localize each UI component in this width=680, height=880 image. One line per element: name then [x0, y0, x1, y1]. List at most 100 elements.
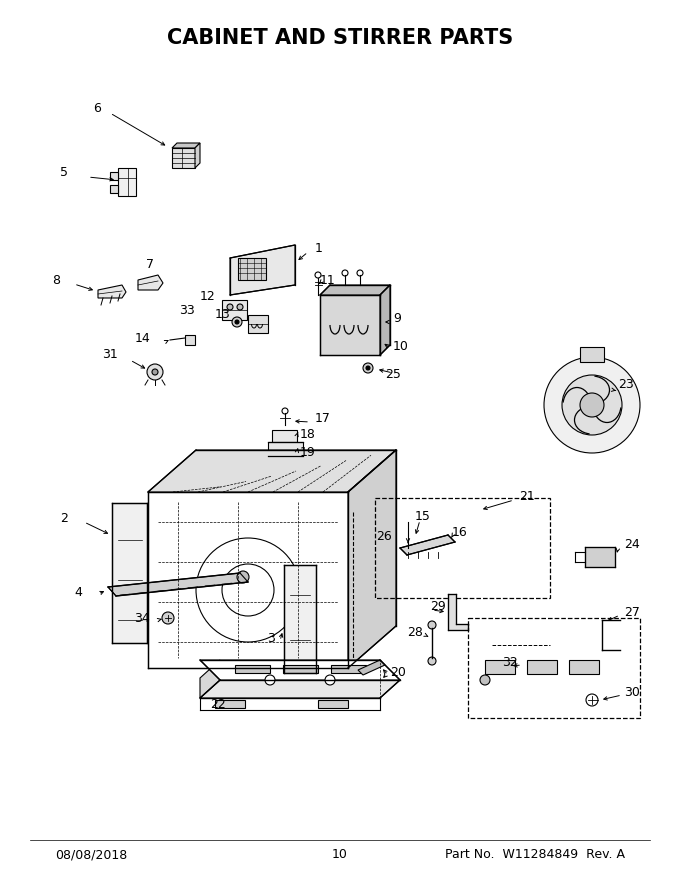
Bar [110, 185, 118, 193]
Text: 13: 13 [214, 309, 230, 321]
Bar [235, 665, 270, 673]
Bar [331, 665, 366, 673]
Polygon shape [400, 535, 455, 555]
Text: 27: 27 [624, 605, 640, 619]
Circle shape [147, 364, 163, 380]
Polygon shape [108, 573, 248, 596]
Text: 12: 12 [199, 290, 215, 303]
Circle shape [227, 304, 233, 310]
Circle shape [366, 366, 370, 370]
Circle shape [237, 571, 249, 583]
Text: 15: 15 [415, 510, 431, 524]
Polygon shape [98, 285, 126, 298]
Text: 34: 34 [134, 612, 150, 625]
Circle shape [544, 357, 640, 453]
Bar [318, 700, 348, 708]
Bar [238, 258, 266, 280]
Text: 26: 26 [376, 531, 392, 544]
Text: 29: 29 [430, 600, 446, 613]
Bar [569, 660, 599, 674]
Circle shape [235, 320, 239, 324]
Polygon shape [348, 450, 396, 668]
Bar [215, 700, 245, 708]
Bar [468, 618, 640, 718]
Bar [284, 565, 316, 673]
Polygon shape [320, 285, 390, 295]
Polygon shape [200, 660, 220, 698]
Text: 8: 8 [52, 274, 60, 287]
Circle shape [162, 612, 174, 624]
Text: 16: 16 [452, 526, 468, 539]
Polygon shape [148, 492, 348, 668]
Text: 4: 4 [74, 586, 82, 599]
Polygon shape [138, 275, 163, 290]
Text: 32: 32 [503, 656, 518, 670]
Text: 6: 6 [93, 101, 101, 114]
Bar [485, 660, 515, 674]
Polygon shape [200, 660, 400, 680]
Text: 21: 21 [519, 489, 534, 502]
Bar [283, 665, 318, 673]
Bar [185, 335, 195, 345]
Polygon shape [200, 680, 400, 698]
Bar [375, 498, 550, 598]
Text: 20: 20 [390, 665, 406, 678]
Text: 28: 28 [407, 626, 423, 639]
Text: 2: 2 [60, 512, 68, 525]
Text: 10: 10 [393, 341, 409, 354]
Text: 19: 19 [300, 446, 316, 459]
Circle shape [357, 270, 363, 276]
Polygon shape [195, 143, 200, 168]
Text: 9: 9 [393, 312, 401, 326]
Circle shape [152, 369, 158, 375]
Circle shape [237, 304, 243, 310]
Circle shape [265, 675, 275, 685]
Circle shape [586, 694, 598, 706]
Polygon shape [320, 295, 380, 355]
Text: 1: 1 [315, 241, 323, 254]
Bar [527, 660, 557, 674]
Circle shape [232, 317, 242, 327]
Bar [222, 300, 247, 320]
Text: 30: 30 [624, 686, 640, 699]
Circle shape [222, 564, 274, 616]
Text: 24: 24 [624, 539, 640, 552]
Circle shape [562, 375, 622, 435]
Text: 17: 17 [315, 412, 331, 424]
Circle shape [363, 363, 373, 373]
Bar [112, 503, 147, 643]
Text: 25: 25 [385, 369, 401, 382]
Polygon shape [380, 285, 390, 355]
Text: 08/08/2018: 08/08/2018 [55, 848, 127, 862]
Text: 22: 22 [210, 699, 226, 712]
Text: 3: 3 [267, 632, 275, 644]
Circle shape [428, 657, 436, 665]
Circle shape [580, 393, 604, 417]
Circle shape [196, 538, 300, 642]
Circle shape [480, 675, 490, 685]
Polygon shape [230, 245, 295, 295]
Bar [580, 347, 604, 362]
Polygon shape [172, 143, 200, 148]
Circle shape [315, 272, 321, 278]
Text: Part No.  W11284849  Rev. A: Part No. W11284849 Rev. A [445, 848, 625, 862]
Bar [110, 172, 118, 180]
Text: 10: 10 [332, 848, 348, 862]
Text: 18: 18 [300, 429, 316, 442]
Polygon shape [448, 594, 468, 630]
Bar [268, 442, 303, 456]
Circle shape [325, 675, 335, 685]
Bar [248, 315, 268, 333]
Text: CABINET AND STIRRER PARTS: CABINET AND STIRRER PARTS [167, 28, 513, 48]
Circle shape [428, 621, 436, 629]
Text: 31: 31 [102, 348, 118, 362]
Text: 11: 11 [320, 274, 336, 287]
Circle shape [342, 270, 348, 276]
Text: 7: 7 [146, 259, 154, 272]
Polygon shape [148, 450, 396, 492]
Bar [118, 168, 136, 196]
Text: 14: 14 [134, 332, 150, 344]
Text: 23: 23 [618, 378, 634, 392]
Text: 33: 33 [180, 304, 195, 317]
Circle shape [282, 408, 288, 414]
